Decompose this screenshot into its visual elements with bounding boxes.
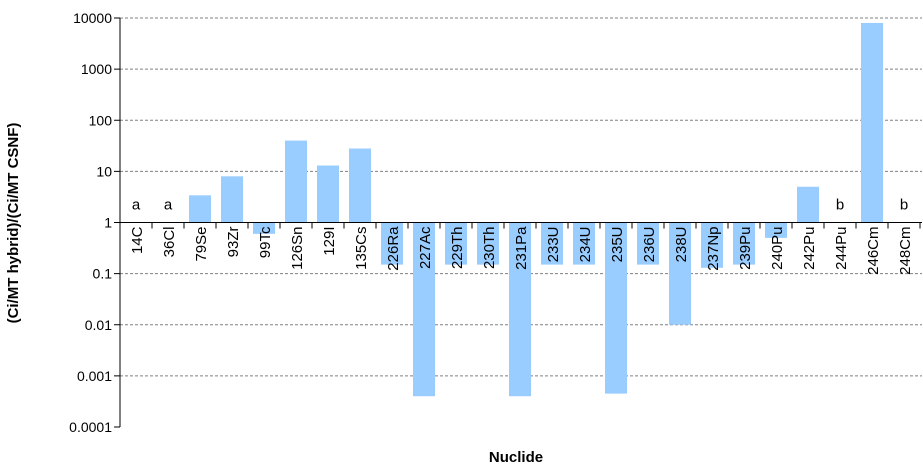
y-axis-title: (Ci/MT hybrid)/(Ci/MT CSNF) <box>5 123 22 324</box>
x-tick-label: 227Ac <box>417 226 434 269</box>
bar-129I <box>317 165 339 223</box>
x-tick-label: 231Pa <box>513 226 530 270</box>
y-tick-label: 1 <box>104 215 112 231</box>
x-tick-label: 230Th <box>481 227 498 270</box>
y-tick-label: 0.01 <box>85 317 112 333</box>
x-tick-label: 99Tc <box>257 226 274 258</box>
y-tick-label: 10000 <box>73 10 112 26</box>
x-tick-label: 248Cm <box>897 227 914 275</box>
x-tick-label: 36Cl <box>161 227 178 258</box>
data-annotation: b <box>900 197 908 214</box>
bar-236U <box>637 222 659 265</box>
bar-126Sn <box>285 140 307 223</box>
x-tick-label: 238U <box>673 227 690 263</box>
x-tick-label: 14C <box>129 226 146 254</box>
x-tick-label: 229Th <box>449 227 466 270</box>
bar-234U <box>573 222 595 265</box>
y-tick-label: 100 <box>89 112 113 128</box>
bar-79Se <box>189 195 211 223</box>
bar-242Pu <box>797 186 819 223</box>
x-tick-label: 242Pu <box>801 227 818 270</box>
bar-99Tc <box>253 222 275 234</box>
bar-93Zr <box>221 176 243 223</box>
bars <box>189 22 883 397</box>
x-axis-title: Nuclide <box>489 449 543 466</box>
y-tick-label: 0.0001 <box>69 419 112 435</box>
bar-238U <box>669 222 691 325</box>
bar-246Cm <box>861 22 883 223</box>
y-tick-label: 0.1 <box>93 266 113 282</box>
x-tick-label: 236U <box>641 227 658 263</box>
bar-235U <box>605 222 627 394</box>
category-labels: 14C 36Cl 79Se 93Zr 99Tc 126Sn 129I 135Cs 226Ra 22… <box>129 226 914 275</box>
data-annotation: b <box>836 197 844 214</box>
bar-237Np <box>701 222 723 268</box>
y-tick-label: 1000 <box>81 61 112 77</box>
bar-227Ac <box>413 222 435 397</box>
y-tick-label: 0.001 <box>77 368 112 384</box>
x-tick-label: 135Cs <box>353 227 370 270</box>
x-tick-label: 246Cm <box>865 227 882 275</box>
x-tick-label: 239Pu <box>737 227 754 270</box>
data-annotation: a <box>164 197 173 214</box>
y-tick-label: 10 <box>96 163 112 179</box>
x-tick-label: 244Pu <box>833 227 850 270</box>
x-tick-label: 240Pu <box>769 227 786 270</box>
x-tick-label: 226Ra <box>385 226 402 271</box>
data-annotation: a <box>132 197 141 214</box>
bar-231Pa <box>509 222 531 397</box>
bar-135Cs <box>349 148 371 223</box>
x-tick-label: 93Zr <box>225 226 242 257</box>
bar-240Pu <box>765 222 787 238</box>
bar-226Ra <box>381 222 403 265</box>
x-tick-label: 235U <box>609 227 626 263</box>
x-tick-label: 79Se <box>193 227 210 262</box>
bar-239Pu <box>733 222 755 265</box>
axes <box>119 18 922 427</box>
x-tick-label: 126Sn <box>289 227 306 270</box>
x-tick-label: 234U <box>577 227 594 263</box>
x-tick-label: 237Np <box>705 227 722 271</box>
bar-229Th <box>445 222 467 265</box>
bar-230Th <box>477 222 499 265</box>
y-tick-labels: 0.0001 0.001 0.01 0.1 1 10 100 1000 10000 <box>69 10 112 435</box>
x-tick-label: 129I <box>321 227 338 256</box>
x-tick-label: 233U <box>545 227 562 263</box>
bar-233U <box>541 222 563 265</box>
